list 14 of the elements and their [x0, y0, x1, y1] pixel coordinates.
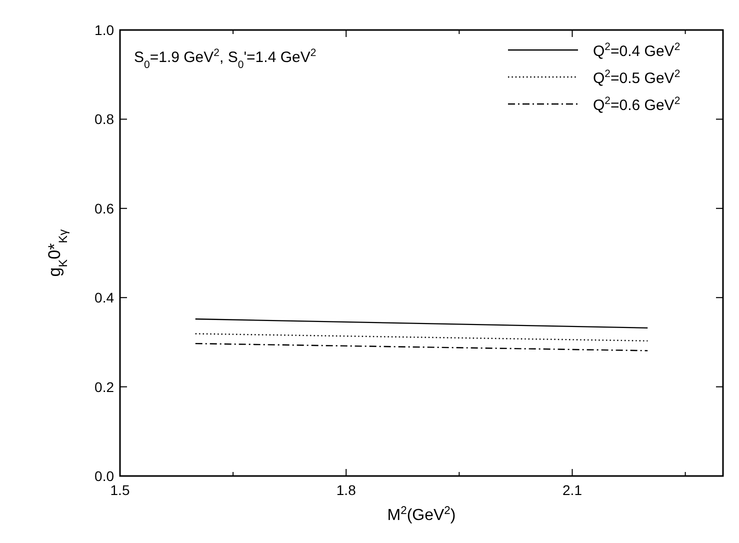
- x-tick-label: 1.5: [110, 482, 130, 498]
- annotation: S$_{0}$=1.9 GeV$^{2}$, S$_{0}$'=1.4 GeV$^{2}$: [134, 47, 316, 71]
- y-tick-label: 0.0: [94, 468, 114, 484]
- legend-label: Q$^{2}$=0.6 GeV$^{2}$: [593, 95, 680, 114]
- legend-label: Q$^{2}$=0.4 GeV$^{2}$: [593, 41, 680, 60]
- y-tick-label: 0.6: [94, 200, 114, 216]
- y-tick-label: 1.0: [94, 22, 114, 38]
- x-tick-label: 2.1: [562, 482, 582, 498]
- y-tick-label: 0.2: [94, 378, 114, 395]
- y-tick-label: 0.8: [94, 111, 114, 128]
- legend-label: Q$^{2}$=0.5 GeV$^{2}$: [593, 68, 680, 87]
- x-axis-title: M$^{2}$(GeV$^{2}$): [387, 505, 456, 524]
- x-tick-label: 1.8: [336, 482, 356, 498]
- y-tick-label: 0.4: [94, 290, 114, 306]
